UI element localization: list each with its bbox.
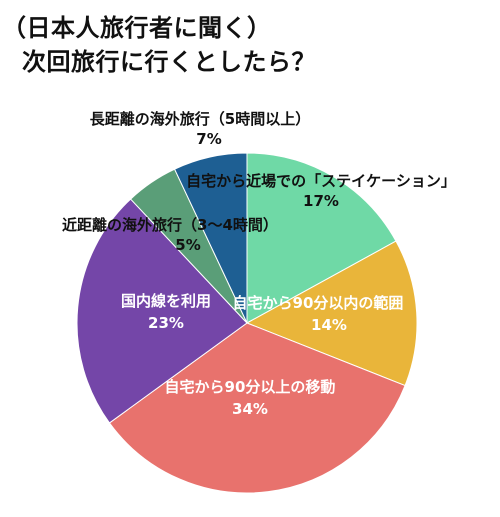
slice-value-label-0: 17% [303,192,339,210]
slice-label-3: 国内線を利用 [121,292,211,310]
chart-title-line-2: 次回旅行に行くとしたら？ [22,48,316,76]
slice-label-4: 近距離の海外旅行（3〜4時間） [62,216,278,234]
slice-value-label-1: 14% [311,316,347,334]
slice-label-2: 自宅から90分以上の移動 [165,378,336,396]
pie-slice-3 [76,198,248,424]
chart-title-line-1: （日本人旅行者に聞く） [2,14,272,42]
pie-slice-5 [173,152,248,324]
slice-value-label-4: 5% [175,236,200,254]
pie-slices [76,152,418,494]
slice-value-label-2: 34% [232,400,268,418]
slice-label-1: 自宅から90分以内の範囲 [233,294,404,312]
pie-labels: 自宅から近場での「ステイケーション」 17% 自宅から90分以内の範囲 14% 自宅から… [62,110,456,418]
pie-slice-2 [108,322,406,494]
pie-slice-1 [245,240,418,387]
slice-label-0: 自宅から近場での「ステイケーション」 [186,172,456,190]
pie-slice-0 [246,152,397,324]
slice-value-label-5: 7% [196,130,221,148]
slice-value-label-3: 23% [148,314,184,332]
slice-label-5: 長距離の海外旅行（5時間以上） [90,110,310,128]
